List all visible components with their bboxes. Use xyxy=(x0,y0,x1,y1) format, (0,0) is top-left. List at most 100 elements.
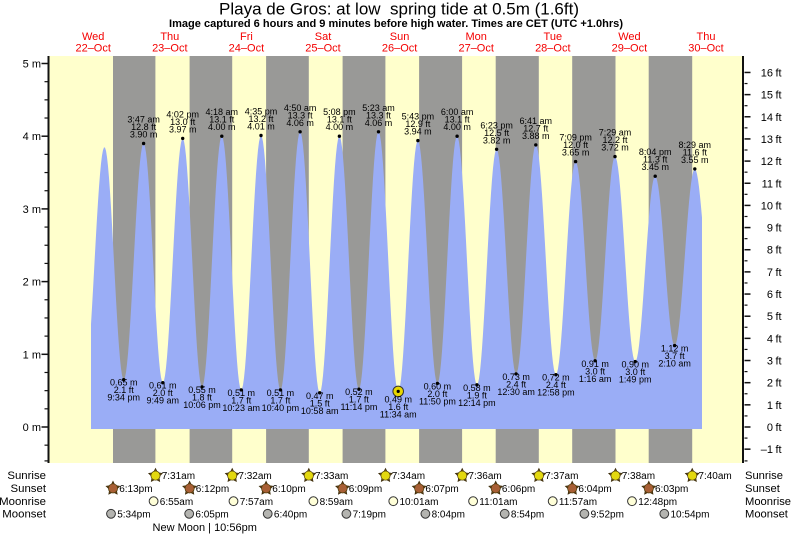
svg-text:3.55 m: 3.55 m xyxy=(681,155,709,165)
svg-text:3.72 m: 3.72 m xyxy=(601,143,629,153)
svg-text:Mon: Mon xyxy=(465,31,486,43)
svg-text:0.91 m: 0.91 m xyxy=(581,359,609,369)
svg-text:2.4 ft: 2.4 ft xyxy=(546,380,567,390)
svg-text:2 m: 2 m xyxy=(23,277,41,289)
svg-text:1:49 pm: 1:49 pm xyxy=(619,375,652,385)
svg-text:5:43 pm: 5:43 pm xyxy=(402,112,435,122)
svg-text:3.0 ft: 3.0 ft xyxy=(585,366,606,376)
svg-text:11:34 am: 11:34 am xyxy=(380,409,417,419)
svg-text:7:57am: 7:57am xyxy=(240,497,273,508)
svg-text:Moonrise: Moonrise xyxy=(0,496,46,508)
svg-text:Playa de Gros: at low spring: Playa de Gros: at low spring tide at 0.5… xyxy=(219,1,579,19)
svg-text:6:40pm: 6:40pm xyxy=(274,509,307,520)
svg-text:11.6 ft: 11.6 ft xyxy=(683,147,708,157)
svg-text:7:09 pm: 7:09 pm xyxy=(559,133,592,143)
svg-text:11:01am: 11:01am xyxy=(479,497,517,508)
svg-text:Wed: Wed xyxy=(618,31,640,43)
svg-text:6:03pm: 6:03pm xyxy=(655,484,688,495)
svg-text:26–Oct: 26–Oct xyxy=(382,43,417,55)
svg-text:7:29 am: 7:29 am xyxy=(599,128,632,138)
svg-text:ft: ft xyxy=(776,356,782,368)
svg-text:ft: ft xyxy=(776,134,782,146)
svg-text:4 m: 4 m xyxy=(23,131,41,143)
svg-text:Moonset: Moonset xyxy=(2,508,47,520)
svg-text:1 m: 1 m xyxy=(23,349,41,361)
svg-text:10: 10 xyxy=(761,200,773,212)
svg-text:8: 8 xyxy=(767,245,773,257)
svg-text:6:13pm: 6:13pm xyxy=(119,484,152,495)
svg-text:30–Oct: 30–Oct xyxy=(688,43,723,55)
svg-text:12:14 pm: 12:14 pm xyxy=(458,398,496,408)
svg-text:11: 11 xyxy=(762,178,773,190)
svg-text:0.90 m: 0.90 m xyxy=(621,360,649,370)
svg-text:4.06 m: 4.06 m xyxy=(286,118,314,128)
svg-text:2.1 ft: 2.1 ft xyxy=(114,385,135,395)
svg-text:25–Oct: 25–Oct xyxy=(305,43,340,55)
svg-text:3.88 m: 3.88 m xyxy=(522,131,550,141)
svg-text:0.52 m: 0.52 m xyxy=(345,387,373,397)
svg-text:5:08 pm: 5:08 pm xyxy=(323,107,356,117)
svg-text:1.12 m: 1.12 m xyxy=(661,344,689,354)
svg-text:6:04pm: 6:04pm xyxy=(578,484,611,495)
svg-text:6:41 am: 6:41 am xyxy=(520,116,553,126)
svg-text:6:06pm: 6:06pm xyxy=(502,484,535,495)
svg-text:ft: ft xyxy=(776,200,782,212)
svg-text:6:00 am: 6:00 am xyxy=(441,107,474,117)
svg-text:6: 6 xyxy=(767,289,773,301)
svg-text:ft: ft xyxy=(776,400,782,412)
svg-text:1.5 ft: 1.5 ft xyxy=(310,398,331,408)
svg-text:ft: ft xyxy=(776,112,782,124)
svg-text:ft: ft xyxy=(776,289,782,301)
svg-text:1:16 am: 1:16 am xyxy=(579,374,612,384)
svg-text:4: 4 xyxy=(767,333,773,345)
svg-text:6:23 pm: 6:23 pm xyxy=(480,120,513,130)
svg-text:11:14 pm: 11:14 pm xyxy=(340,402,377,412)
svg-text:8:54pm: 8:54pm xyxy=(511,509,544,520)
svg-text:3.94 m: 3.94 m xyxy=(404,127,432,137)
svg-text:16: 16 xyxy=(761,68,773,80)
svg-text:12.5 ft: 12.5 ft xyxy=(484,128,510,138)
svg-text:7:37am: 7:37am xyxy=(545,471,578,482)
svg-text:7:36am: 7:36am xyxy=(468,471,501,482)
svg-text:Thu: Thu xyxy=(697,31,716,43)
svg-text:0: 0 xyxy=(767,422,773,434)
svg-text:1.6 ft: 1.6 ft xyxy=(388,402,409,412)
svg-text:–1: –1 xyxy=(761,444,773,456)
svg-text:0.73 m: 0.73 m xyxy=(502,372,530,382)
svg-text:Sunrise: Sunrise xyxy=(7,470,46,482)
svg-text:3.82 m: 3.82 m xyxy=(483,135,511,145)
svg-text:9:52pm: 9:52pm xyxy=(591,509,624,520)
svg-text:23–Oct: 23–Oct xyxy=(152,43,187,55)
svg-text:13: 13 xyxy=(761,134,773,146)
svg-text:4.01 m: 4.01 m xyxy=(247,122,275,132)
svg-text:12.2 ft: 12.2 ft xyxy=(602,135,628,145)
svg-text:28–Oct: 28–Oct xyxy=(535,43,570,55)
svg-text:6:12pm: 6:12pm xyxy=(196,484,229,495)
svg-text:ft: ft xyxy=(776,223,782,235)
svg-text:12:48pm: 12:48pm xyxy=(638,497,677,508)
svg-text:2.4 ft: 2.4 ft xyxy=(506,379,527,389)
svg-text:4.00 m: 4.00 m xyxy=(443,122,471,132)
svg-text:0.72 m: 0.72 m xyxy=(542,373,570,383)
svg-text:7:31am: 7:31am xyxy=(162,471,195,482)
svg-text:4:02 pm: 4:02 pm xyxy=(166,109,199,119)
svg-text:4.00 m: 4.00 m xyxy=(208,122,236,132)
svg-text:1: 1 xyxy=(767,400,773,412)
svg-text:1.8 ft: 1.8 ft xyxy=(192,393,213,403)
svg-text:10:40 pm: 10:40 pm xyxy=(262,403,300,413)
svg-text:3 m: 3 m xyxy=(23,204,41,216)
svg-text:10:58 am: 10:58 am xyxy=(301,406,339,416)
svg-text:2: 2 xyxy=(767,378,773,390)
svg-text:Sunset: Sunset xyxy=(11,483,47,495)
svg-text:ft: ft xyxy=(776,178,782,190)
svg-text:12.9 ft: 12.9 ft xyxy=(405,119,431,129)
svg-text:Image captured 6 hours and 9 m: Image captured 6 hours and 9 minutes bef… xyxy=(169,18,623,30)
svg-text:11.3 ft: 11.3 ft xyxy=(643,155,668,165)
svg-text:7:33am: 7:33am xyxy=(315,471,348,482)
svg-text:12: 12 xyxy=(761,156,773,168)
svg-text:Sun: Sun xyxy=(390,31,410,43)
svg-text:11:57am: 11:57am xyxy=(559,497,597,508)
svg-text:Tue: Tue xyxy=(544,31,563,43)
svg-text:2.0 ft: 2.0 ft xyxy=(153,388,174,398)
svg-text:0.60 m: 0.60 m xyxy=(424,381,452,391)
